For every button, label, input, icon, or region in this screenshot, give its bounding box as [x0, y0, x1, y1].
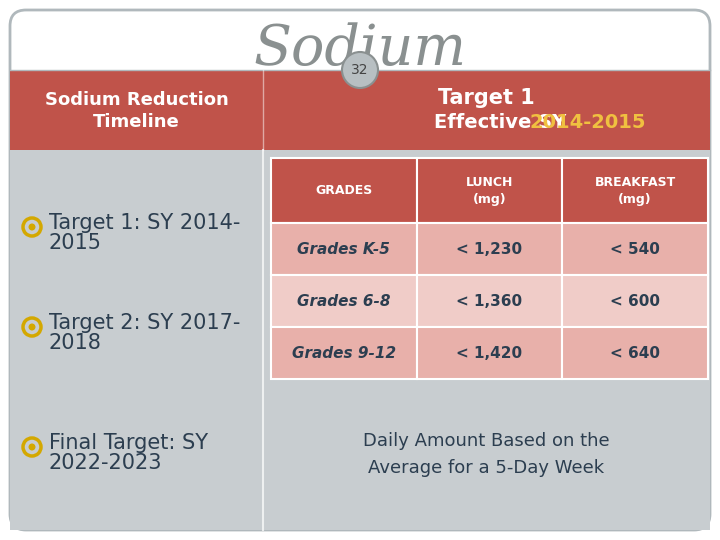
- Circle shape: [23, 438, 41, 456]
- Text: Grades 9-12: Grades 9-12: [292, 346, 396, 361]
- Circle shape: [23, 218, 41, 236]
- Bar: [271, 275, 417, 327]
- Bar: [417, 223, 562, 275]
- Bar: [271, 327, 417, 379]
- Bar: [10, 150, 710, 530]
- Text: Effective SY: Effective SY: [434, 112, 573, 132]
- Text: 2018: 2018: [49, 333, 102, 353]
- Text: BREAKFAST
(mg): BREAKFAST (mg): [595, 176, 676, 206]
- Bar: [562, 327, 708, 379]
- Circle shape: [29, 323, 35, 330]
- Text: Sodium Reduction: Sodium Reduction: [45, 91, 228, 109]
- Text: < 540: < 540: [610, 241, 660, 256]
- Circle shape: [23, 318, 41, 336]
- Text: < 1,230: < 1,230: [456, 241, 523, 256]
- Text: Final Target: SY: Final Target: SY: [49, 433, 208, 453]
- Text: Target 2: SY 2017-: Target 2: SY 2017-: [49, 313, 240, 333]
- Text: Sodium: Sodium: [253, 23, 467, 77]
- Text: 2015: 2015: [49, 233, 102, 253]
- Bar: [271, 158, 417, 223]
- Text: < 1,420: < 1,420: [456, 346, 523, 361]
- Bar: [417, 275, 562, 327]
- Bar: [417, 327, 562, 379]
- Text: < 1,360: < 1,360: [456, 294, 523, 308]
- Bar: [562, 275, 708, 327]
- Text: Grades 6-8: Grades 6-8: [297, 294, 390, 308]
- FancyBboxPatch shape: [10, 10, 710, 530]
- Text: < 600: < 600: [610, 294, 660, 308]
- Bar: [562, 223, 708, 275]
- Text: < 640: < 640: [610, 346, 660, 361]
- Text: Grades K-5: Grades K-5: [297, 241, 390, 256]
- Bar: [10, 70, 710, 150]
- Text: 2022-2023: 2022-2023: [49, 453, 163, 473]
- Bar: [562, 158, 708, 223]
- Circle shape: [29, 224, 35, 231]
- Text: Daily Amount Based on the
Average for a 5-Day Week: Daily Amount Based on the Average for a …: [363, 433, 610, 477]
- Text: LUNCH
(mg): LUNCH (mg): [466, 176, 513, 206]
- Circle shape: [342, 52, 378, 88]
- Text: Target 1: Target 1: [438, 88, 535, 108]
- Text: 32: 32: [351, 63, 369, 77]
- Bar: [417, 158, 562, 223]
- Text: Timeline: Timeline: [93, 113, 180, 131]
- Bar: [271, 223, 417, 275]
- Text: GRADES: GRADES: [315, 184, 372, 197]
- Text: 2014-2015: 2014-2015: [529, 112, 646, 132]
- Text: Target 1: SY 2014-: Target 1: SY 2014-: [49, 213, 240, 233]
- Circle shape: [29, 443, 35, 450]
